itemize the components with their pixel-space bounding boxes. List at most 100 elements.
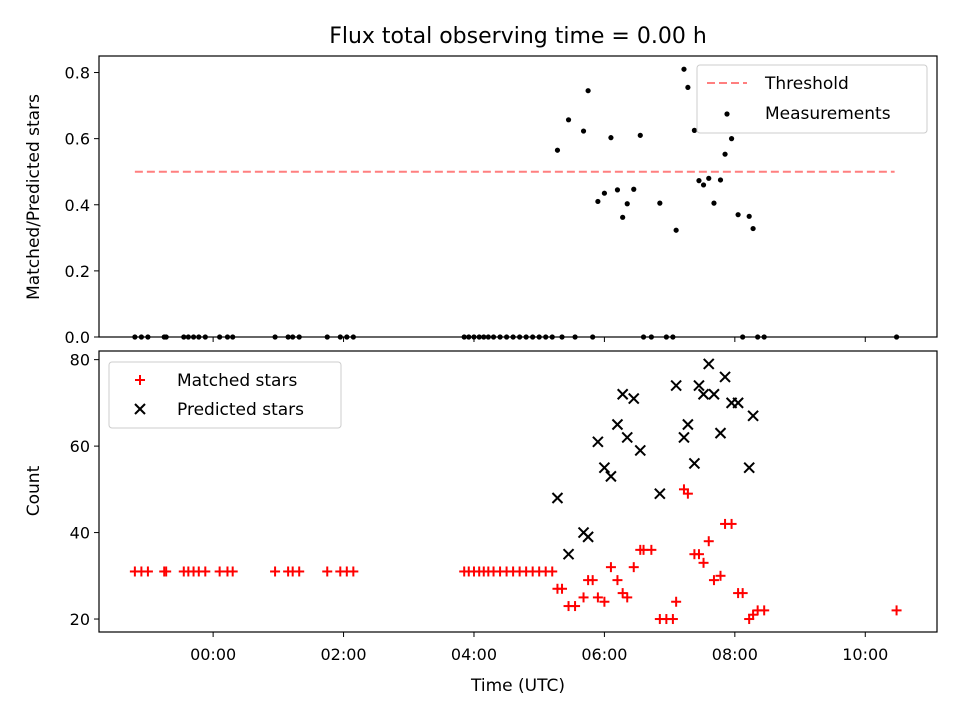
bottom-panel-ytick-label: 80 xyxy=(70,351,90,370)
matched-star-point xyxy=(227,566,238,577)
predicted-star-point xyxy=(582,531,594,543)
matched-star-point xyxy=(322,566,333,577)
chart-title: Flux total observing time = 0.00 h xyxy=(329,24,707,49)
bottom-panel-ytick-label: 20 xyxy=(70,610,90,629)
top-panel-ytick-label: 0.0 xyxy=(65,328,90,347)
matched-star-point xyxy=(161,566,172,577)
predicted-star-point xyxy=(747,410,759,422)
measurement-point xyxy=(700,182,707,188)
measurement-point xyxy=(681,66,687,72)
bottom-panel-xtick-label: 06:00 xyxy=(581,645,627,664)
predicted-star-point xyxy=(708,388,720,400)
predicted-star-point xyxy=(592,436,604,448)
matched-star-point xyxy=(737,588,748,599)
predicted-star-point xyxy=(670,379,682,392)
predicted-star-point xyxy=(621,431,633,444)
measurement-point xyxy=(580,128,587,134)
measurement-point xyxy=(608,135,614,141)
legend-predicted-label: Predicted stars xyxy=(177,400,304,420)
top-panel-ytick-label: 0.6 xyxy=(65,130,90,149)
measurement-point xyxy=(673,227,679,233)
predicted-star-point xyxy=(605,470,617,483)
matched-star-point xyxy=(646,544,657,555)
bottom-panel-xtick-label: 04:00 xyxy=(451,645,497,664)
matched-star-point xyxy=(547,566,558,577)
predicted-star-point xyxy=(693,379,705,392)
bottom-panel-ytick-label: 40 xyxy=(70,524,90,543)
predicted-star-point xyxy=(714,427,727,439)
predicted-star-point xyxy=(697,388,710,400)
top-panel-ytick-label: 0.4 xyxy=(65,196,90,215)
top-panel-ytick-label: 0.2 xyxy=(65,262,90,281)
bottom-y-axis-label: Count xyxy=(24,465,44,516)
predicted-star-point xyxy=(634,444,646,457)
top-legend-box xyxy=(696,64,928,134)
top-panel-frame xyxy=(98,55,938,338)
bottom-panel-xtick-label: 08:00 xyxy=(712,645,758,664)
legend-measurements-swatch xyxy=(724,111,730,117)
top-legend: Threshold Measurements xyxy=(696,64,928,134)
matched-star-point xyxy=(592,592,603,603)
measurement-point xyxy=(728,136,735,142)
legend-predicted-swatch xyxy=(134,403,146,415)
legend-threshold-label: Threshold xyxy=(764,74,849,94)
measurement-point xyxy=(717,177,724,183)
matched-star-point xyxy=(708,575,719,586)
x-axis-label: Time (UTC) xyxy=(470,676,565,696)
measurement-point xyxy=(750,225,756,232)
bottom-panel-xtick-label: 02:00 xyxy=(320,645,366,664)
measurement-point xyxy=(637,132,643,138)
predicted-star-point xyxy=(682,418,694,431)
measurement-point xyxy=(735,212,741,218)
matched-star-point xyxy=(270,566,281,577)
top-panel: 0.0 0.2 0.4 0.6 0.8 Threshold Measurements xyxy=(65,55,938,347)
predicted-star-point xyxy=(719,371,731,383)
matched-star-point xyxy=(612,575,623,586)
measurement-point xyxy=(696,178,702,184)
matched-star-point xyxy=(759,605,770,616)
bottom-legend: Matched stars Predicted stars xyxy=(108,361,342,429)
predicted-star-point xyxy=(688,457,701,470)
measurement-point xyxy=(614,187,621,193)
matched-star-point xyxy=(570,601,581,612)
matched-star-point xyxy=(587,575,598,586)
matched-star-point xyxy=(693,549,704,560)
measurement-point xyxy=(624,201,630,207)
bottom-panel-frame xyxy=(98,350,938,633)
predicted-star-point xyxy=(703,358,715,370)
bottom-panel: 20 40 60 80 00:00 02:00 04:00 06:00 08:00 10:00 Ma… xyxy=(70,350,938,664)
predicted-star-point xyxy=(743,462,755,474)
measurement-point xyxy=(595,198,601,205)
measurement-point xyxy=(706,175,712,181)
measurement-point xyxy=(657,200,663,206)
bottom-panel-xtick-label: 00:00 xyxy=(190,645,236,664)
matched-star-point xyxy=(715,570,726,581)
matched-star-point xyxy=(726,518,737,529)
predicted-star-point xyxy=(562,548,575,560)
matched-star-point xyxy=(891,605,902,616)
matched-star-point xyxy=(703,536,714,547)
legend-measurements-label: Measurements xyxy=(765,104,891,124)
matched-star-point xyxy=(200,566,211,577)
bottom-panel-ytick-label: 60 xyxy=(70,437,90,456)
predicted-star-point xyxy=(732,397,744,409)
measurement-point xyxy=(631,186,637,192)
matched-star-point xyxy=(698,557,709,568)
predicted-star-point xyxy=(551,492,564,504)
predicted-star-point xyxy=(611,418,624,431)
predicted-star-point xyxy=(678,431,690,444)
matched-star-point xyxy=(348,566,359,577)
matched-star-point xyxy=(599,596,610,607)
matched-star-point xyxy=(622,592,633,603)
matched-star-point xyxy=(667,614,678,625)
measurement-point xyxy=(554,147,561,153)
bottom-legend-box xyxy=(108,361,342,429)
legend-matched-label: Matched stars xyxy=(177,371,297,391)
bottom-panel-xtick-label: 10:00 xyxy=(842,645,888,664)
top-y-axis-label: Matched/Predicted stars xyxy=(24,94,44,300)
predicted-star-point xyxy=(628,392,640,405)
measurement-point xyxy=(746,213,752,219)
measurement-point xyxy=(620,214,626,220)
measurement-point xyxy=(565,117,572,123)
